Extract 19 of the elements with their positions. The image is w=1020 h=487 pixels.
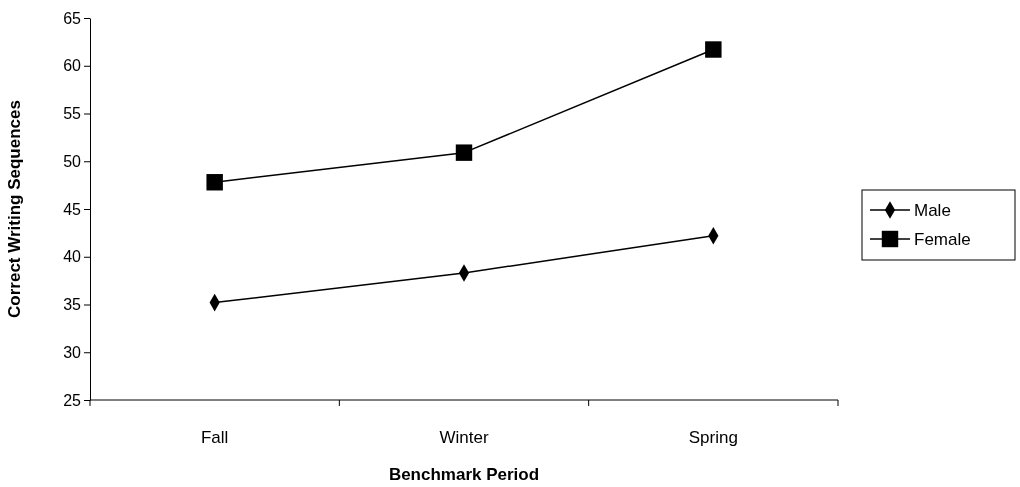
y-tick-label: 30 <box>63 343 82 361</box>
y-tick-label: 60 <box>63 57 82 75</box>
point <box>705 41 722 58</box>
y-tick-label: 65 <box>63 9 82 27</box>
x-tick-label: Spring <box>688 428 738 447</box>
legend-label: Female <box>914 230 971 249</box>
y-tick-label: 55 <box>63 105 82 123</box>
y-tick-label: 40 <box>63 248 82 266</box>
x-tick-label: Fall <box>200 428 229 447</box>
point <box>455 144 473 161</box>
x-axis-title: Benchmark Period <box>388 465 540 484</box>
x-tick-label: Winter <box>439 428 489 447</box>
y-axis-title: Correct Writing Sequences <box>5 100 24 318</box>
y-tick-label: 50 <box>63 152 82 170</box>
point <box>206 174 223 191</box>
y-tick-label: 25 <box>63 391 82 409</box>
legend-label: Male <box>914 201 951 220</box>
y-tick-label: 45 <box>63 200 82 218</box>
y-tick-label: 35 <box>63 296 82 314</box>
